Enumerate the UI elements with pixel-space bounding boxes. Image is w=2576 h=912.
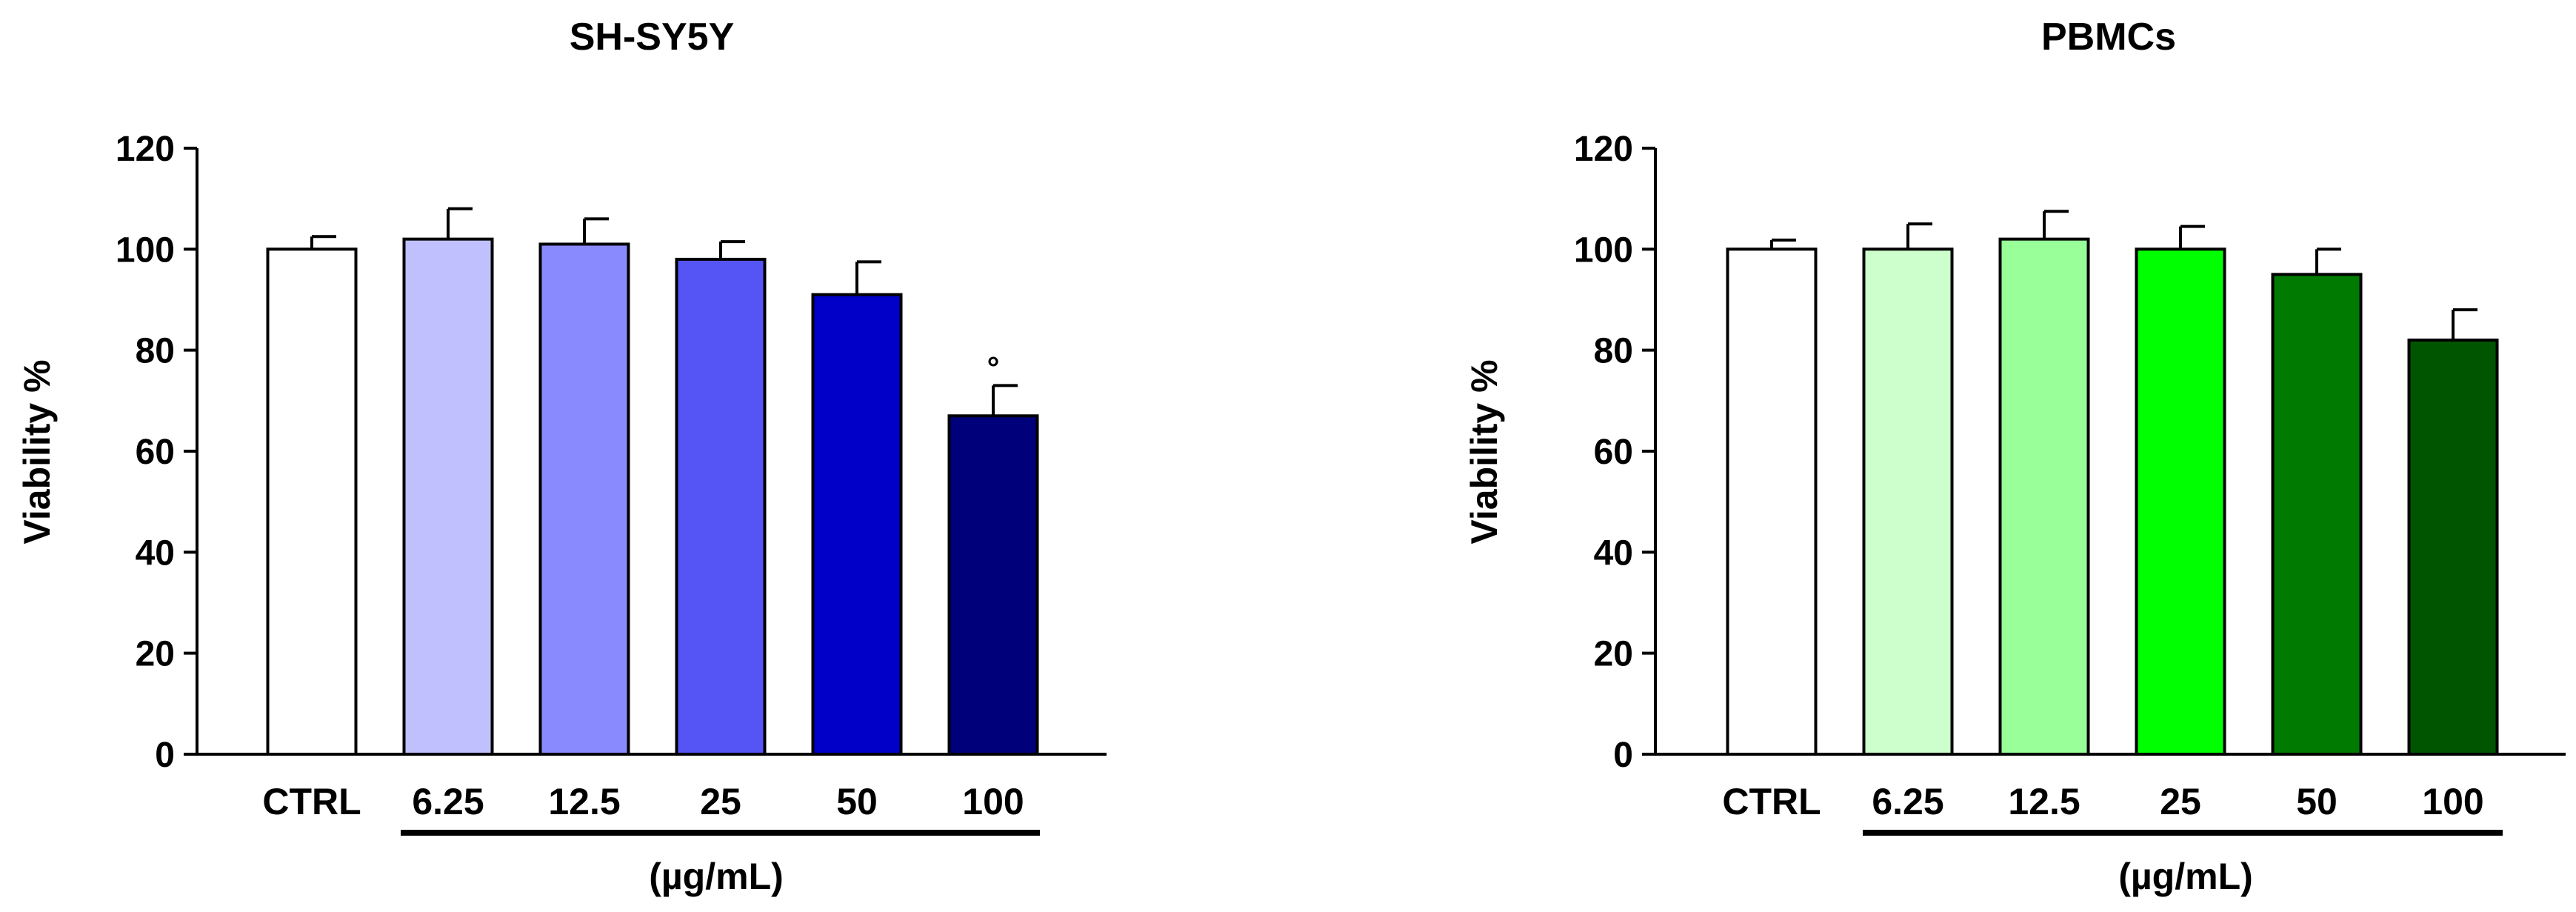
x-tick-label: 6.25 — [412, 781, 484, 822]
x-tick-label: 6.25 — [1872, 781, 1943, 822]
bar-100 — [2407, 339, 2499, 756]
x-group-label: (µg/mL) — [2118, 856, 2253, 897]
bar-CTRL — [1726, 247, 1818, 756]
y-tick-label: 120 — [116, 130, 175, 169]
y-axis-label: Viability % — [16, 359, 58, 544]
y-tick-label: 80 — [136, 332, 175, 371]
y-tick-label: 40 — [1594, 533, 1633, 573]
bar-50 — [2271, 273, 2363, 756]
bar-25 — [2135, 247, 2226, 756]
x-group-label: (µg/mL) — [649, 856, 784, 897]
significance-mark: ° — [987, 350, 1000, 385]
bar-12.5 — [538, 242, 630, 756]
bar-25 — [675, 257, 767, 756]
y-tick-label: 80 — [1594, 332, 1633, 371]
chart-title: PBMCs — [2041, 16, 2176, 59]
bar-6.25 — [402, 237, 494, 756]
bar-100 — [947, 414, 1039, 756]
x-tick-label: 12.5 — [548, 781, 620, 822]
x-tick-label: CTRL — [1722, 781, 1821, 822]
y-tick-label: 100 — [1574, 230, 1633, 270]
bar-CTRL — [266, 247, 358, 756]
y-axis-label: Viability % — [1464, 359, 1505, 544]
x-tick-label: CTRL — [262, 781, 361, 822]
x-tick-label: 100 — [962, 781, 1024, 822]
y-tick-label: 60 — [136, 433, 175, 472]
y-tick-label: 60 — [1594, 433, 1633, 472]
y-tick-label: 20 — [1594, 635, 1633, 674]
bar-50 — [811, 293, 903, 756]
y-tick-label: 40 — [136, 533, 175, 573]
bar-6.25 — [1862, 247, 1954, 756]
bar-12.5 — [1998, 237, 2090, 756]
y-tick-label: 0 — [1613, 736, 1633, 775]
chart-title: SH-SY5Y — [570, 16, 735, 59]
x-tick-label: 12.5 — [2008, 781, 2080, 822]
chart-sh-sy5y: SH-SY5Y Viability % (µg/mL) CTRL 6.25 12.5… — [16, 16, 1107, 897]
x-tick-label: 100 — [2422, 781, 2483, 822]
x-tick-label: 50 — [836, 781, 878, 822]
x-tick-label: 50 — [2296, 781, 2338, 822]
y-tick-label: 100 — [116, 230, 175, 270]
x-tick-label: 25 — [2160, 781, 2201, 822]
chart-pbmcs: PBMCs Viability % (µg/mL) CTRL 6.25 12.5 25… — [1464, 16, 2566, 897]
y-tick-label: 120 — [1574, 130, 1633, 169]
y-tick-label: 0 — [155, 736, 175, 775]
x-tick-label: 25 — [700, 781, 741, 822]
y-tick-label: 20 — [136, 635, 175, 674]
